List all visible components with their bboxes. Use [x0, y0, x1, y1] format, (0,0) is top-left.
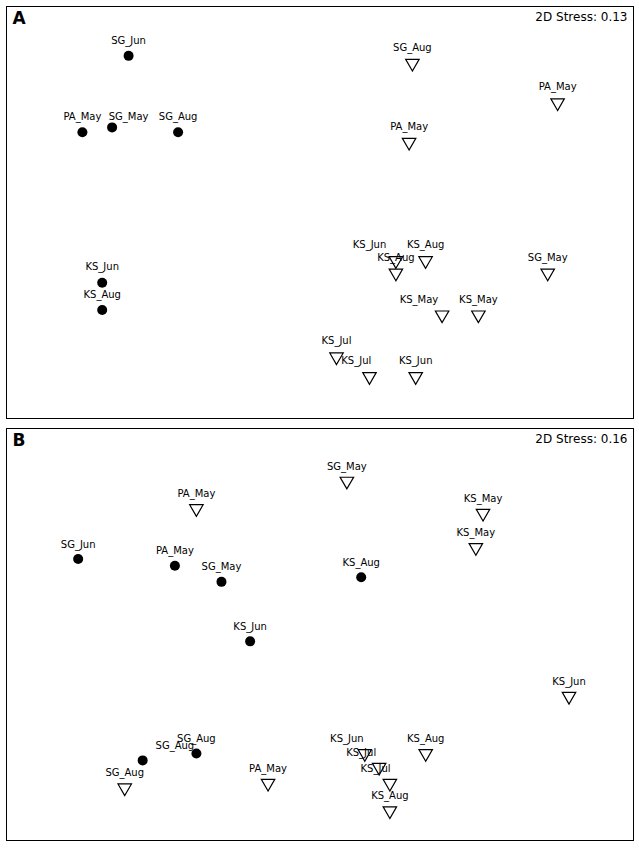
svg-text:PA_May: PA_May: [177, 488, 215, 500]
svg-text:PA_May: PA_May: [156, 545, 194, 557]
svg-text:KS_Jun: KS_Jun: [85, 261, 119, 273]
svg-text:KS_Aug: KS_Aug: [407, 733, 444, 745]
svg-text:SG_Jun: SG_Jun: [61, 539, 96, 551]
svg-text:SG_Aug: SG_Aug: [393, 42, 432, 54]
svg-text:SG_May: SG_May: [109, 111, 149, 123]
svg-text:KS_Jun: KS_Jun: [330, 733, 364, 745]
svg-text:KS_Aug: KS_Aug: [371, 790, 408, 802]
svg-text:KS_May: KS_May: [459, 294, 498, 306]
svg-text:SG_Jun: SG_Jun: [111, 35, 146, 47]
svg-text:B: B: [13, 430, 26, 450]
svg-text:KS_Jul: KS_Jul: [361, 763, 391, 775]
svg-text:KS_Jun: KS_Jun: [353, 239, 387, 251]
svg-text:KS_Jun: KS_Jun: [552, 676, 586, 688]
svg-text:PA_May: PA_May: [539, 81, 577, 93]
svg-text:SG_May: SG_May: [327, 461, 367, 473]
svg-text:2D Stress: 0.13: 2D Stress: 0.13: [535, 10, 627, 24]
svg-text:KS_Aug: KS_Aug: [407, 239, 444, 251]
svg-text:KS_Aug: KS_Aug: [377, 252, 414, 264]
svg-text:KS_May: KS_May: [400, 294, 439, 306]
svg-text:2D Stress: 0.16: 2D Stress: 0.16: [535, 432, 627, 446]
svg-text:KS_Aug: KS_Aug: [342, 557, 379, 569]
svg-text:KS_Jun: KS_Jun: [399, 355, 433, 367]
svg-text:KS_Aug: KS_Aug: [83, 289, 120, 301]
svg-text:KS_Jul: KS_Jul: [341, 355, 371, 367]
svg-text:KS_Jun: KS_Jun: [233, 621, 267, 633]
svg-text:SG_May: SG_May: [202, 561, 242, 573]
svg-text:KS_May: KS_May: [464, 493, 503, 505]
svg-text:SG_Aug: SG_Aug: [105, 767, 144, 779]
svg-text:A: A: [13, 8, 27, 28]
svg-text:PA_May: PA_May: [249, 763, 287, 775]
svg-text:KS_Jul: KS_Jul: [346, 747, 376, 759]
svg-text:PA_May: PA_May: [63, 111, 101, 123]
svg-text:SG_May: SG_May: [528, 252, 568, 264]
svg-text:KS_May: KS_May: [457, 527, 496, 539]
svg-text:PA_May: PA_May: [390, 121, 428, 133]
svg-text:SG_Aug: SG_Aug: [155, 739, 195, 751]
svg-text:SG_Aug: SG_Aug: [159, 111, 198, 123]
svg-text:SG_Aug: SG_Aug: [177, 733, 216, 745]
svg-text:KS_Jul: KS_Jul: [322, 335, 352, 347]
